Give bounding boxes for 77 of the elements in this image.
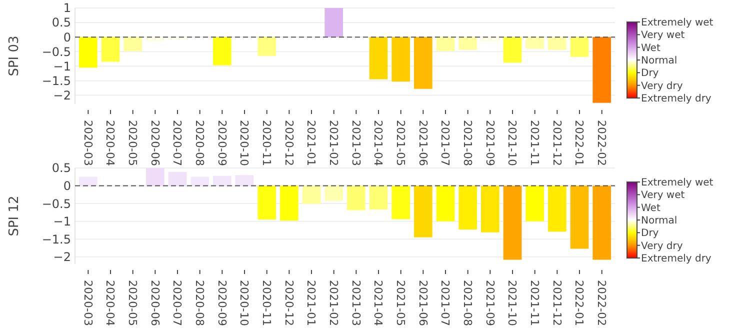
x-tick-label: 2021-09: [483, 120, 496, 166]
x-tick-label: 2021-10: [506, 120, 519, 166]
x-tick-label: 2020-06: [148, 120, 162, 166]
x-tick-label: 2021-07: [438, 280, 452, 326]
x-tick-label: 2021-09: [483, 280, 496, 326]
x-tick-label: 2021-03: [349, 280, 362, 326]
x-tick-label: 2020-08: [192, 280, 206, 326]
x-tick-label: 2021-08: [460, 280, 474, 326]
color-bar-label: Wet: [641, 202, 660, 214]
color-bar-label: Very wet: [641, 190, 685, 202]
x-tick-label: 2020-12: [282, 120, 296, 166]
x-tick-label: 2021-06: [416, 120, 430, 166]
x-tick-label: 2022-01: [572, 280, 586, 326]
color-bar-label: Very dry: [641, 240, 683, 252]
x-tick-label: 2020-08: [192, 120, 206, 166]
x-tick-label: 2021-01: [304, 280, 318, 326]
y-tick-label: −1.5: [42, 232, 71, 246]
x-tick-label: 2020-06: [148, 280, 162, 326]
x-tick-label: 2020-10: [238, 280, 251, 326]
x-tick-label: 2021-04: [372, 120, 385, 166]
color-bar-label: Very dry: [641, 80, 683, 92]
y-axis-title: SPI 12: [7, 196, 22, 236]
x-tick-label: 2021-12: [550, 120, 564, 166]
y-tick-label: 0: [63, 178, 71, 193]
y-tick-label: 0.5: [52, 16, 71, 30]
x-tick-label: 2021-11: [528, 120, 541, 166]
color-bar-label: Wet: [641, 42, 660, 54]
color-bar-label: Dry: [641, 68, 659, 80]
x-tick-label: 2020-11: [260, 280, 273, 326]
x-tick-label: 2020-05: [126, 120, 139, 166]
x-tick-label: 2022-01: [572, 120, 586, 166]
y-tick-label: −0.5: [42, 196, 71, 211]
x-tick-label: 2020-07: [170, 280, 184, 326]
color-bar-label: Extremely dry: [641, 94, 712, 104]
color-bar-label: Extremely wet: [641, 178, 714, 188]
y-tick-label: −1: [53, 59, 71, 74]
x-tick-label: 2021-02: [326, 120, 340, 166]
x-tick-label: 2020-07: [170, 120, 184, 166]
y-tick-label: −2: [53, 88, 71, 102]
color-bar-label: Normal: [641, 56, 678, 66]
x-tick-label: 2022-02: [594, 280, 608, 326]
color-bar-label: Dry: [641, 228, 659, 240]
color-bar-label: Very wet: [641, 30, 685, 42]
x-tick-label: 2021-02: [326, 280, 340, 326]
x-tick-label: 2020-11: [260, 120, 273, 166]
x-tick-label: 2021-04: [372, 280, 385, 326]
color-bar-label: Extremely dry: [641, 254, 712, 264]
y-tick-label: −0.5: [42, 44, 71, 59]
color-bar-label: Normal: [641, 216, 678, 226]
x-tick-label: 2021-05: [394, 280, 407, 326]
x-tick-label: 2021-08: [460, 120, 474, 166]
x-tick-label: 2021-06: [416, 280, 430, 326]
x-tick-label: 2020-03: [81, 280, 94, 326]
x-tick-label: 2021-03: [349, 120, 362, 166]
x-tick-label: 2020-09: [215, 280, 228, 326]
x-tick-label: 2020-10: [238, 120, 251, 166]
y-tick-label: −1.5: [42, 74, 71, 88]
x-tick-label: 2021-07: [438, 120, 452, 166]
x-tick-label: 2020-09: [215, 120, 228, 166]
x-tick-label: 2022-02: [594, 120, 608, 166]
y-tick-label: 0.5: [52, 161, 71, 176]
x-tick-label: 2020-03: [81, 120, 94, 166]
x-tick-label: 2020-05: [126, 280, 139, 326]
x-tick-label: 2021-11: [528, 280, 541, 326]
color-bar-label: Extremely wet: [641, 18, 714, 28]
x-tick-label: 2020-12: [282, 280, 296, 326]
x-tick-label: 2021-05: [394, 120, 407, 166]
y-tick-label: 0: [63, 30, 71, 44]
y-tick-label: −1: [53, 214, 71, 229]
y-tick-label: 1: [63, 1, 71, 16]
y-axis-title: SPI 03: [7, 36, 22, 76]
x-tick-label: 2021-12: [550, 280, 564, 326]
y-tick-label: −2: [53, 250, 71, 264]
x-tick-label: 2021-10: [506, 280, 519, 326]
x-tick-label: 2021-01: [304, 120, 318, 166]
x-tick-label: 2020-04: [104, 120, 117, 166]
x-tick-label: 2020-04: [104, 280, 117, 326]
